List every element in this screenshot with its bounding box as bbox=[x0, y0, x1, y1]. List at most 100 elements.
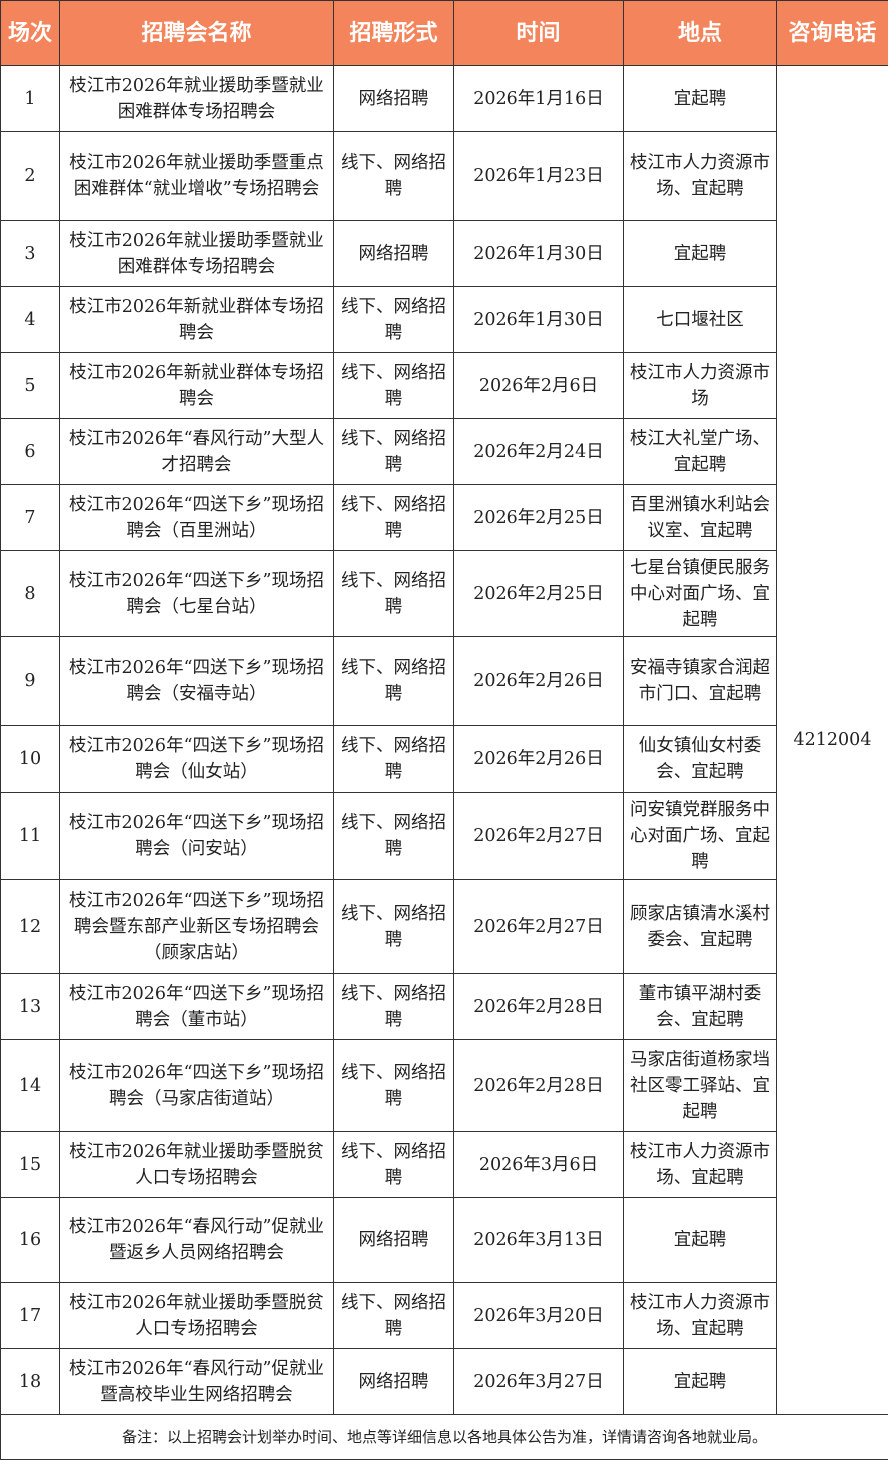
cell-location: 宜起聘 bbox=[623, 1197, 777, 1283]
table-row: 5 枝江市2026年新就业群体专场招聘会 线下、网络招聘 2026年2月6日 枝江市人力… bbox=[0, 352, 888, 419]
cell-format: 线下、网络招聘 bbox=[333, 1282, 454, 1349]
cell-number: 4 bbox=[0, 286, 60, 353]
cell-date: 2026年2月26日 bbox=[453, 636, 624, 726]
cell-number: 15 bbox=[0, 1131, 60, 1198]
cell-date: 2026年3月27日 bbox=[453, 1348, 624, 1415]
cell-location: 安福寺镇家合润超市门口、宜起聘 bbox=[623, 636, 777, 726]
cell-format: 线下、网络招聘 bbox=[333, 418, 454, 485]
cell-location: 七星台镇便民服务中心对面广场、宜起聘 bbox=[623, 550, 777, 637]
cell-number: 12 bbox=[0, 879, 60, 974]
cell-fair-name: 枝江市2026年“四送下乡”现场招聘会（马家店街道站） bbox=[59, 1039, 334, 1132]
table-row: 10 枝江市2026年“四送下乡”现场招聘会（仙女站） 线下、网络招聘 2026年2月… bbox=[0, 725, 888, 793]
cell-fair-name: 枝江市2026年就业援助季暨就业困难群体专场招聘会 bbox=[59, 65, 334, 132]
cell-location: 马家店街道杨家垱社区零工驿站、宜起聘 bbox=[623, 1039, 777, 1132]
cell-number: 3 bbox=[0, 220, 60, 287]
cell-format: 线下、网络招聘 bbox=[333, 792, 454, 880]
table-row: 13 枝江市2026年“四送下乡”现场招聘会（董市站） 线下、网络招聘 2026年2月… bbox=[0, 973, 888, 1040]
cell-number: 5 bbox=[0, 352, 60, 419]
cell-format: 线下、网络招聘 bbox=[333, 352, 454, 419]
table-row: 12 枝江市2026年“四送下乡”现场招聘会暨东部产业新区专场招聘会（顾家店站）线… bbox=[0, 879, 888, 974]
cell-location: 顾家店镇清水溪村委会、宜起聘 bbox=[623, 879, 777, 974]
table-row: 1 枝江市2026年就业援助季暨就业困难群体专场招聘会 网络招聘 2026年1月16日… bbox=[0, 65, 888, 1415]
cell-fair-name: 枝江市2026年“四送下乡”现场招聘会（百里洲站） bbox=[59, 484, 334, 551]
cell-number: 1 bbox=[0, 65, 60, 132]
header-no: 场次 bbox=[0, 0, 60, 66]
cell-number: 16 bbox=[0, 1197, 60, 1283]
cell-location: 宜起聘 bbox=[623, 220, 777, 287]
table-row: 4 枝江市2026年新就业群体专场招聘会 线下、网络招聘 2026年1月30日 七口堰社… bbox=[0, 286, 888, 353]
cell-date: 2026年1月16日 bbox=[453, 65, 624, 132]
table-row: 8 枝江市2026年“四送下乡”现场招聘会（七星台站） 线下、网络招聘 2026年2月… bbox=[0, 550, 888, 637]
table-row: 14 枝江市2026年“四送下乡”现场招聘会（马家店街道站） 线下、网络招聘 2026… bbox=[0, 1039, 888, 1132]
cell-fair-name: 枝江市2026年“四送下乡”现场招聘会暨东部产业新区专场招聘会（顾家店站） bbox=[59, 879, 334, 974]
header-row: 场次 招聘会名称 招聘形式 时间 地点 咨询电话 bbox=[0, 0, 888, 66]
footer-note: 备注：以上招聘会计划举办时间、地点等详细信息以各地具体公告为准，详情请咨询各地就… bbox=[0, 1414, 888, 1460]
header-place: 地点 bbox=[623, 0, 777, 66]
cell-date: 2026年3月20日 bbox=[453, 1282, 624, 1349]
cell-format: 线下、网络招聘 bbox=[333, 725, 454, 793]
cell-format: 线下、网络招聘 bbox=[333, 1039, 454, 1132]
cell-location: 七口堰社区 bbox=[623, 286, 777, 353]
cell-number: 10 bbox=[0, 725, 60, 793]
cell-date: 2026年2月28日 bbox=[453, 973, 624, 1040]
cell-format: 网络招聘 bbox=[333, 65, 454, 132]
cell-fair-name: 枝江市2026年新就业群体专场招聘会 bbox=[59, 352, 334, 419]
cell-format: 线下、网络招聘 bbox=[333, 286, 454, 353]
cell-location: 枝江市人力资源市场 bbox=[623, 352, 777, 419]
cell-format: 网络招聘 bbox=[333, 220, 454, 287]
cell-date: 2026年2月27日 bbox=[453, 879, 624, 974]
cell-fair-name: 枝江市2026年就业援助季暨就业困难群体专场招聘会 bbox=[59, 220, 334, 287]
header-name: 招聘会名称 bbox=[59, 0, 334, 66]
cell-fair-name: 枝江市2026年“春风行动”促就业暨返乡人员网络招聘会 bbox=[59, 1197, 334, 1283]
cell-location: 问安镇党群服务中心对面广场、宜起聘 bbox=[623, 792, 777, 880]
cell-format: 线下、网络招聘 bbox=[333, 484, 454, 551]
cell-date: 2026年2月6日 bbox=[453, 352, 624, 419]
cell-fair-name: 枝江市2026年新就业群体专场招聘会 bbox=[59, 286, 334, 353]
cell-date: 2026年2月26日 bbox=[453, 725, 624, 793]
cell-fair-name: 枝江市2026年“春风行动”大型人才招聘会 bbox=[59, 418, 334, 485]
header-form: 招聘形式 bbox=[333, 0, 454, 66]
cell-location: 董市镇平湖村委会、宜起聘 bbox=[623, 973, 777, 1040]
cell-format: 网络招聘 bbox=[333, 1348, 454, 1415]
cell-number: 13 bbox=[0, 973, 60, 1040]
table-row: 18 枝江市2026年“春风行动”促就业暨高校毕业生网络招聘会 网络招聘 2026年3… bbox=[0, 1348, 888, 1415]
cell-number: 9 bbox=[0, 636, 60, 726]
cell-fair-name: 枝江市2026年就业援助季暨脱贫人口专场招聘会 bbox=[59, 1282, 334, 1349]
table-row: 2 枝江市2026年就业援助季暨重点困难群体“就业增收”专场招聘会 线下、网络招聘 2… bbox=[0, 131, 888, 221]
cell-fair-name: 枝江市2026年“四送下乡”现场招聘会（七星台站） bbox=[59, 550, 334, 637]
table-row: 6 枝江市2026年“春风行动”大型人才招聘会 线下、网络招聘 2026年2月24日枝… bbox=[0, 418, 888, 485]
table-row: 11 枝江市2026年“四送下乡”现场招聘会（问安站） 线下、网络招聘 2026年2月… bbox=[0, 792, 888, 880]
cell-location: 枝江市人力资源市场、宜起聘 bbox=[623, 1131, 777, 1198]
cell-fair-name: 枝江市2026年“四送下乡”现场招聘会（董市站） bbox=[59, 973, 334, 1040]
cell-number: 11 bbox=[0, 792, 60, 880]
cell-format: 线下、网络招聘 bbox=[333, 550, 454, 637]
cell-fair-name: 枝江市2026年“四送下乡”现场招聘会（仙女站） bbox=[59, 725, 334, 793]
cell-date: 2026年1月23日 bbox=[453, 131, 624, 221]
cell-format: 网络招聘 bbox=[333, 1197, 454, 1283]
cell-date: 2026年2月25日 bbox=[453, 550, 624, 637]
cell-number: 17 bbox=[0, 1282, 60, 1349]
cell-number: 6 bbox=[0, 418, 60, 485]
cell-phone: 4212004 bbox=[776, 65, 888, 1415]
cell-date: 2026年3月6日 bbox=[453, 1131, 624, 1198]
table-row: 9 枝江市2026年“四送下乡”现场招聘会（安福寺站） 线下、网络招聘 2026年2月… bbox=[0, 636, 888, 726]
cell-fair-name: 枝江市2026年“四送下乡”现场招聘会（安福寺站） bbox=[59, 636, 334, 726]
cell-location: 枝江市人力资源市场、宜起聘 bbox=[623, 131, 777, 221]
cell-location: 百里洲镇水利站会议室、宜起聘 bbox=[623, 484, 777, 551]
cell-location: 宜起聘 bbox=[623, 65, 777, 132]
cell-format: 线下、网络招聘 bbox=[333, 973, 454, 1040]
cell-location: 枝江大礼堂广场、宜起聘 bbox=[623, 418, 777, 485]
header-phone: 咨询电话 bbox=[776, 0, 888, 66]
cell-date: 2026年2月24日 bbox=[453, 418, 624, 485]
cell-format: 线下、网络招聘 bbox=[333, 879, 454, 974]
cell-format: 线下、网络招聘 bbox=[333, 1131, 454, 1198]
cell-date: 2026年2月28日 bbox=[453, 1039, 624, 1132]
cell-location: 仙女镇仙女村委会、宜起聘 bbox=[623, 725, 777, 793]
cell-date: 2026年2月27日 bbox=[453, 792, 624, 880]
table-row: 15 枝江市2026年就业援助季暨脱贫人口专场招聘会 线下、网络招聘 2026年3月6… bbox=[0, 1131, 888, 1198]
cell-fair-name: 枝江市2026年“春风行动”促就业暨高校毕业生网络招聘会 bbox=[59, 1348, 334, 1415]
table-row: 17 枝江市2026年就业援助季暨脱贫人口专场招聘会 线下、网络招聘 2026年3月2… bbox=[0, 1282, 888, 1349]
header-date: 时间 bbox=[453, 0, 624, 66]
cell-number: 18 bbox=[0, 1348, 60, 1415]
